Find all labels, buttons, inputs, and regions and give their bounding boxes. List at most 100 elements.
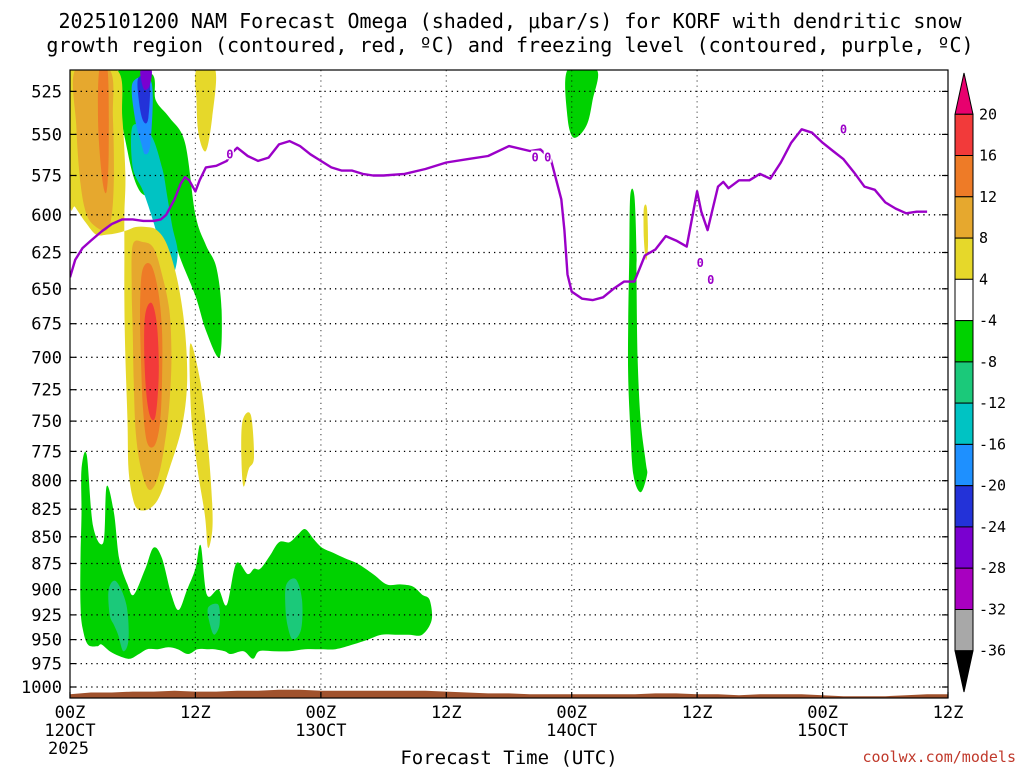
- x-tick-label: 12Z: [180, 703, 211, 723]
- colorbar-bin: [954, 609, 974, 652]
- x-tick-label: 15OCT: [797, 721, 848, 741]
- omega-teal-lower-2: [207, 603, 220, 635]
- x-tick-label: 12Z: [682, 703, 713, 723]
- omega-deep-orange-left: [97, 70, 109, 194]
- colorbar-level-label: -4: [979, 312, 997, 330]
- colorbar-level-label: -20: [979, 477, 1006, 495]
- y-tick-label: 825: [31, 500, 62, 520]
- x-tick-label: 00Z: [306, 703, 337, 723]
- colorbar-level-label: -12: [979, 394, 1006, 412]
- colorbar-level-label: -24: [979, 518, 1006, 536]
- x-tick-label: 2025: [48, 739, 89, 759]
- terrain-fill: [70, 689, 948, 698]
- x-tick-label: 13OCT: [295, 721, 346, 741]
- colorbar-bin: [954, 361, 974, 404]
- colorbar-bin: [954, 320, 974, 363]
- x-tick-label: 12OCT: [44, 721, 95, 741]
- colorbar-level-label: -8: [979, 353, 997, 371]
- omega-cyan-left: [130, 123, 178, 275]
- grid-lines: [70, 70, 948, 698]
- y-tick-label: 775: [31, 442, 62, 462]
- y-tick-label: 575: [31, 167, 62, 187]
- colorbar-bin: [954, 526, 974, 569]
- omega-green-top-mid: [565, 70, 599, 138]
- freezing-level-line: [70, 128, 928, 302]
- y-tick-label: 875: [31, 555, 62, 575]
- y-tick-label: 950: [31, 631, 62, 651]
- colorbar-level-label: -32: [979, 601, 1006, 619]
- chart-title: 2025101200 NAM Forecast Omega (shaded, μ…: [46, 9, 973, 57]
- omega-yellow-mid-right: [241, 412, 255, 487]
- colorbar-level-label: -36: [979, 642, 1006, 660]
- y-tick-label: 975: [31, 655, 62, 675]
- chart-title-line-2: growth region (contoured, red, ºC) and f…: [46, 33, 973, 57]
- freezing-level-label: 0: [697, 256, 704, 270]
- colorbar-bin: [954, 113, 974, 157]
- x-tick-label: 00Z: [556, 703, 587, 723]
- colorbar-cap-top: [954, 72, 974, 115]
- colorbar-bin: [954, 155, 974, 198]
- colorbar-bin: [954, 567, 974, 611]
- y-tick-label: 725: [31, 381, 62, 401]
- colorbar-level-label: 12: [979, 188, 997, 206]
- y-tick-label: 850: [31, 528, 62, 548]
- y-tick-label: 800: [31, 472, 62, 492]
- colorbar-level-label: 16: [979, 147, 997, 165]
- y-tick-label: 600: [31, 206, 62, 226]
- x-axis-label: Forecast Time (UTC): [400, 747, 617, 768]
- x-tick-label: 12Z: [431, 703, 462, 723]
- omega-green-lower: [80, 451, 433, 659]
- chart-title-line-1: 2025101200 NAM Forecast Omega (shaded, μ…: [58, 9, 962, 33]
- omega-yellow-mid-left: [189, 343, 213, 548]
- credit-text: coolwx.com/models: [862, 748, 1016, 766]
- colorbar-level-label: 20: [979, 105, 997, 123]
- plot-frame: [69, 69, 949, 699]
- freezing-level-label: 0: [707, 273, 714, 287]
- x-tick-label: 00Z: [55, 703, 86, 723]
- freezing-level-label: 0: [544, 151, 551, 165]
- freezing-level-label-bg: [839, 122, 848, 135]
- y-tick-label: 675: [31, 315, 62, 335]
- colorbar-bin: [954, 237, 974, 280]
- x-tick-label: 00Z: [807, 703, 838, 723]
- colorbar-level-label: -16: [979, 435, 1006, 453]
- colorbar-bin: [954, 196, 974, 239]
- y-tick-label: 925: [31, 606, 62, 626]
- omega-yellow-sliver: [643, 204, 649, 261]
- y-tick-label: 750: [31, 412, 62, 432]
- omega-teal-lower-1: [108, 580, 129, 652]
- omega-purple-left: [140, 70, 152, 91]
- freezing-level-label: 0: [226, 147, 233, 161]
- freezing-level-label-bg: [531, 150, 540, 163]
- y-tick-label: 900: [31, 581, 62, 601]
- y-tick-label: 525: [31, 82, 62, 102]
- freezing-level-label-bg: [696, 255, 705, 268]
- freezing-level-label: 0: [531, 151, 538, 165]
- y-tick-label: 550: [31, 125, 62, 145]
- freezing-level-label-bg: [543, 150, 552, 163]
- colorbar: 20 16 12 8 4 -4 -8 -12 -16 -20 -24 -28 -32 -36: [954, 72, 1006, 693]
- omega-red-mid: [144, 302, 159, 421]
- colorbar-bin: [954, 278, 974, 322]
- colorbar-level-label: -28: [979, 559, 1006, 577]
- colorbar-level-label: 4: [979, 270, 988, 288]
- x-tick-label: 12Z: [933, 703, 964, 723]
- omega-teal-lower-3: [285, 578, 303, 640]
- y-tick-label: 700: [31, 348, 62, 368]
- y-axis: 525 550 575 600 625 650 675 700 725 750 775 800 825 8…: [21, 82, 948, 698]
- freezing-level-label-bg: [706, 273, 715, 286]
- colorbar-level-label: 8: [979, 229, 988, 247]
- y-tick-label: 1000: [21, 678, 62, 698]
- freezing-level-label: 0: [840, 122, 847, 136]
- omega-shaded-regions: [70, 70, 649, 659]
- terrain-layer: [70, 689, 948, 698]
- colorbar-bin: [954, 402, 974, 445]
- y-tick-label: 625: [31, 244, 62, 264]
- omega-green-vertical: [627, 188, 648, 493]
- x-tick-label: 14OCT: [546, 721, 597, 741]
- colorbar-cap-bottom: [954, 650, 974, 693]
- y-tick-label: 650: [31, 280, 62, 300]
